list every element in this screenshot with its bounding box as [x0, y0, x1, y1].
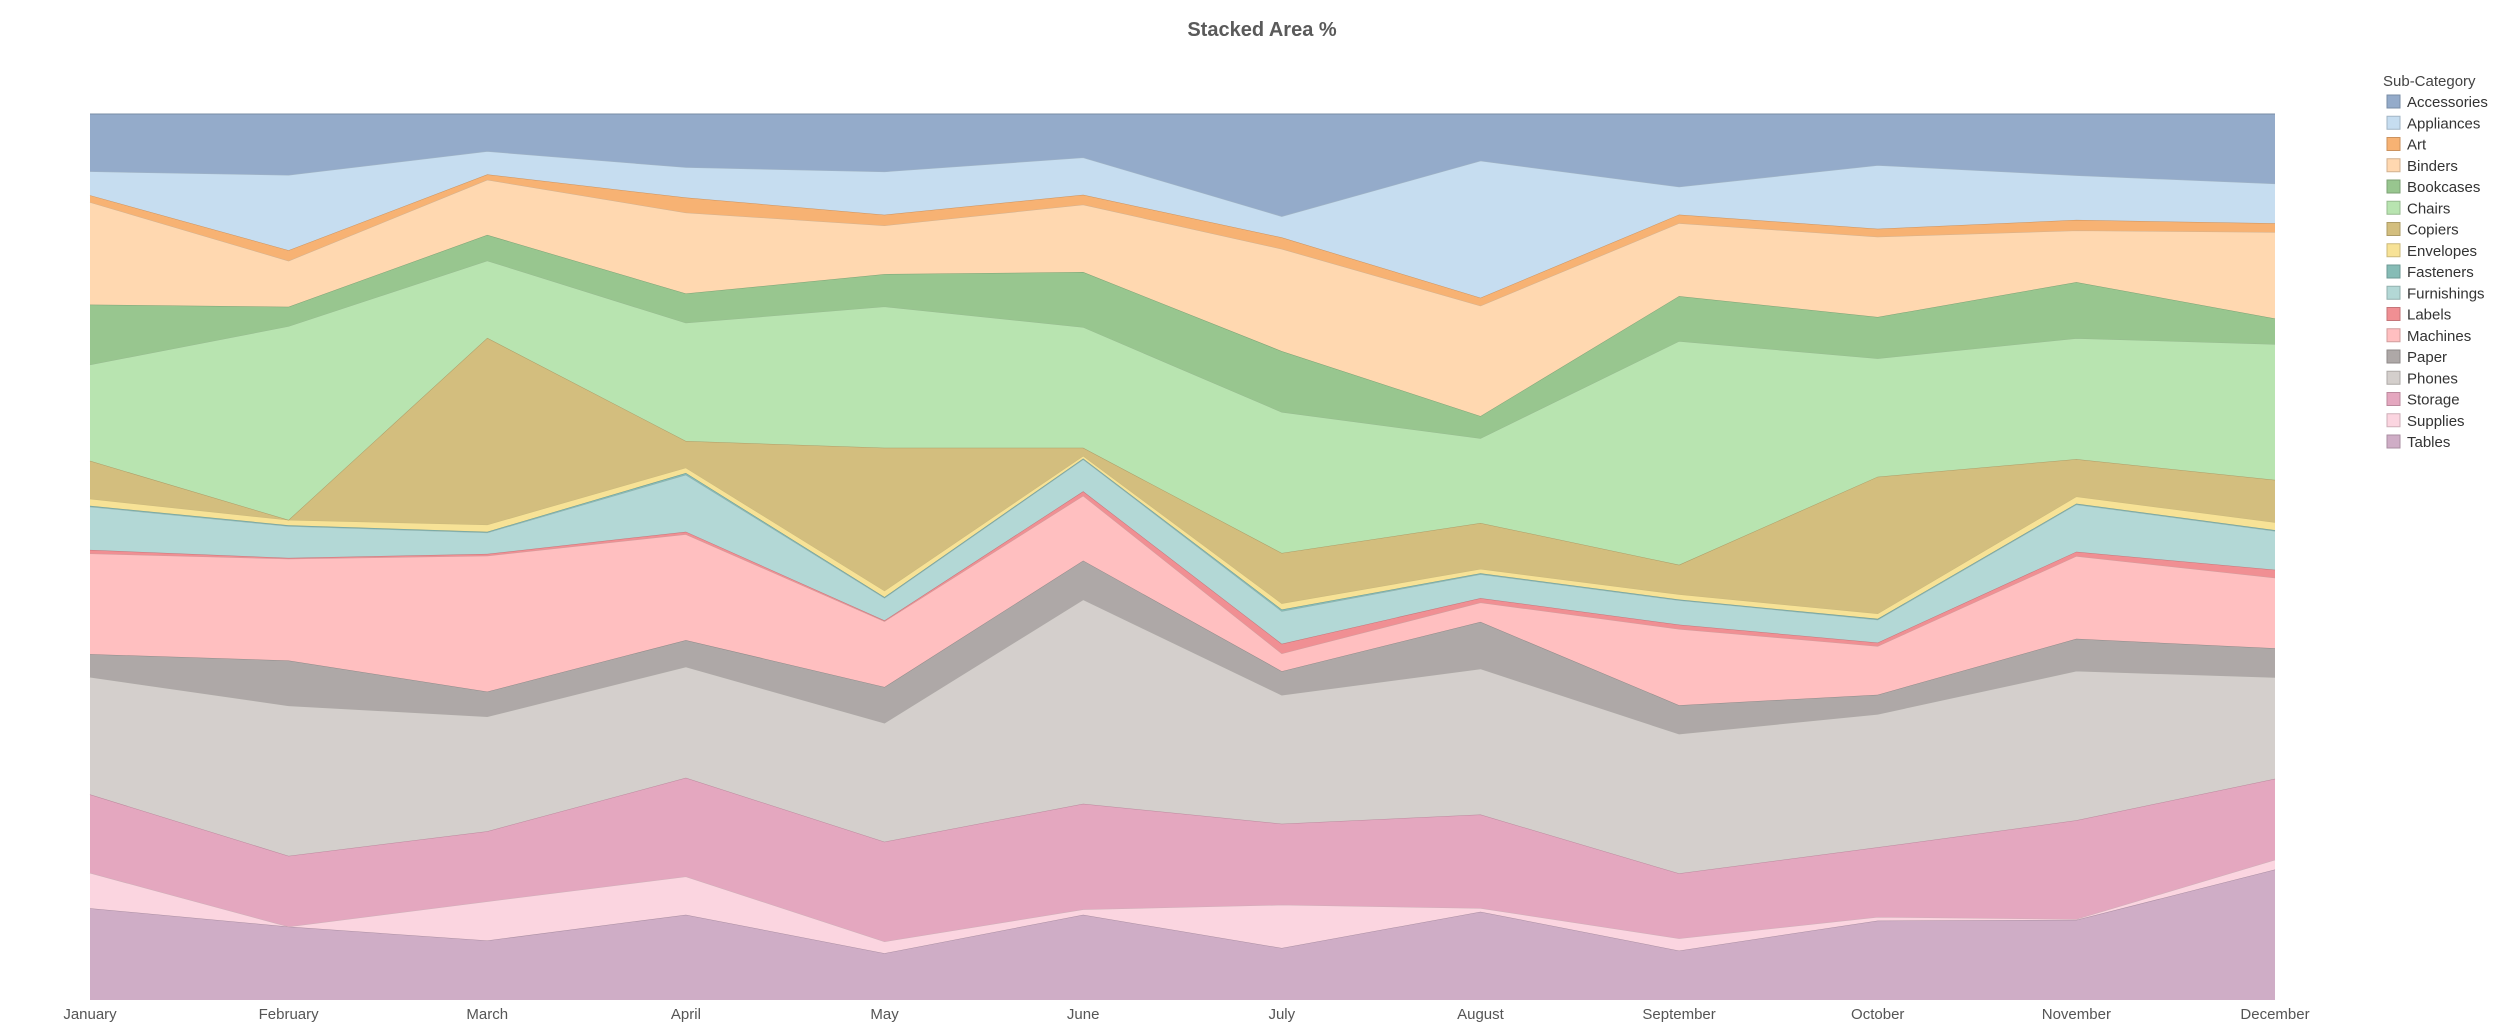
legend-swatch [2386, 179, 2401, 194]
x-tick-label: February [259, 1006, 320, 1023]
legend-swatch [2386, 370, 2401, 385]
legend-label: Bookcases [2407, 179, 2480, 196]
area-labels[interactable] [90, 491, 2275, 654]
x-tick-label: December [2240, 1006, 2309, 1023]
legend-item-chairs[interactable]: Chairs [2386, 200, 2450, 217]
legend-swatch [2386, 328, 2401, 343]
legend-swatch [2386, 349, 2401, 364]
area-bookcases[interactable] [90, 234, 2275, 439]
legend-label: Binders [2407, 158, 2458, 175]
legend-item-accessories[interactable]: Accessories [2386, 94, 2488, 111]
legend-label: Appliances [2407, 115, 2480, 132]
x-tick-label: July [1268, 1006, 1295, 1023]
legend-item-tables[interactable]: Tables [2386, 434, 2450, 451]
legend-label: Phones [2407, 370, 2458, 387]
legend-swatch [2386, 115, 2401, 130]
area-paper[interactable] [90, 560, 2275, 734]
area-copiers[interactable] [90, 337, 2275, 614]
legend-swatch [2386, 285, 2401, 300]
legend-label: Chairs [2407, 200, 2450, 217]
legend-swatch [2386, 137, 2401, 151]
x-tick-label: October [1851, 1006, 1904, 1023]
legend-swatch [2386, 307, 2401, 321]
area-binders[interactable] [90, 179, 2275, 417]
x-tick-label: August [1457, 1006, 1505, 1023]
area-edge-tables [89, 869, 2276, 954]
x-tick-label: June [1067, 1006, 1100, 1023]
legend-swatch [2386, 158, 2401, 173]
legend-item-copiers[interactable]: Copiers [2386, 222, 2459, 239]
areas-layer [89, 113, 2276, 1001]
legend-item-envelopes[interactable]: Envelopes [2386, 243, 2477, 260]
legend-item-storage[interactable]: Storage [2386, 392, 2460, 409]
area-accessories[interactable] [90, 114, 2275, 217]
legend-item-furnishings[interactable]: Furnishings [2386, 285, 2485, 302]
legend-item-supplies[interactable]: Supplies [2386, 413, 2465, 430]
area-edge-art [89, 173, 2276, 299]
legend-label: Supplies [2407, 413, 2465, 430]
area-edge-paper [89, 560, 2276, 706]
x-tick-label: November [2042, 1006, 2111, 1023]
legend-label: Machines [2407, 328, 2471, 345]
area-appliances[interactable] [90, 151, 2275, 298]
legend-item-art[interactable]: Art [2386, 137, 2427, 154]
x-tick-label: March [466, 1006, 508, 1023]
x-tick-label: September [1642, 1006, 1715, 1023]
legend-label: Tables [2407, 434, 2450, 451]
legend-title: Sub-Category [2383, 73, 2476, 90]
legend-label: Accessories [2407, 94, 2488, 111]
legend-swatch [2386, 413, 2401, 428]
legend-item-bookcases[interactable]: Bookcases [2386, 179, 2480, 196]
area-machines[interactable] [90, 495, 2275, 706]
legend-label: Copiers [2407, 222, 2459, 239]
legend-label: Furnishings [2407, 285, 2485, 302]
area-storage[interactable] [90, 777, 2275, 942]
legend-swatch [2386, 392, 2401, 406]
legend-swatch [2386, 200, 2401, 215]
legend-item-machines[interactable]: Machines [2386, 328, 2471, 345]
legend-item-labels[interactable]: Labels [2386, 307, 2451, 324]
x-tick-label: January [63, 1006, 117, 1023]
area-tables[interactable] [90, 869, 2275, 1001]
legend-label: Fasteners [2407, 264, 2474, 281]
area-furnishings[interactable] [90, 459, 2275, 644]
area-chairs[interactable] [90, 260, 2275, 565]
legend-swatch [2386, 434, 2401, 449]
legend-swatch [2386, 94, 2401, 109]
legend-swatch [2386, 243, 2401, 258]
legend-swatch [2386, 264, 2401, 279]
legend-item-paper[interactable]: Paper [2386, 349, 2447, 366]
legend-label: Envelopes [2407, 243, 2477, 260]
legend-item-fasteners[interactable]: Fasteners [2386, 264, 2474, 281]
area-phones[interactable] [90, 599, 2275, 874]
x-axis: January February March April May June July Augu… [63, 1006, 2309, 1023]
chart-title: Stacked Area % [1187, 19, 1337, 41]
x-tick-label: May [870, 1006, 899, 1023]
legend-swatch [2386, 222, 2401, 236]
legend-label: Art [2407, 137, 2427, 154]
legend-label: Paper [2407, 349, 2447, 366]
legend-label: Labels [2407, 307, 2451, 324]
legend-item-binders[interactable]: Binders [2386, 158, 2458, 175]
legend: Sub-Category Accessories Appliances Art Bin… [2383, 73, 2488, 451]
x-tick-label: April [671, 1006, 701, 1023]
legend-label: Storage [2407, 392, 2460, 409]
legend-item-phones[interactable]: Phones [2386, 370, 2458, 387]
legend-item-appliances[interactable]: Appliances [2386, 115, 2480, 132]
